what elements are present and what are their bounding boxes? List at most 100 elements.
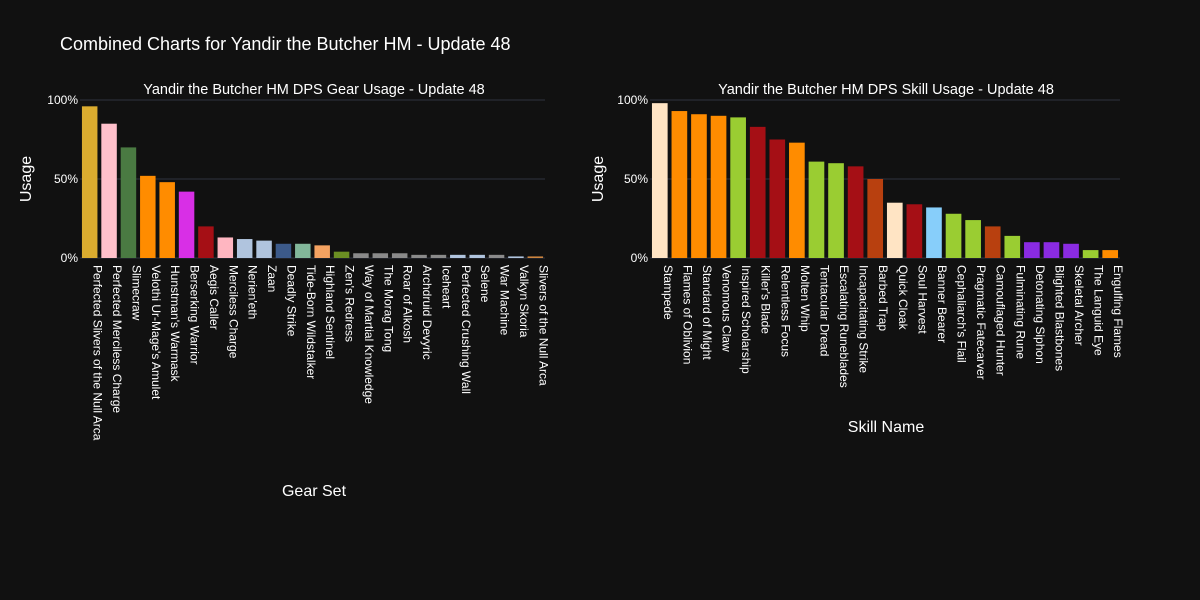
gear-x-tick-label: Roar of Alkosh (401, 265, 415, 343)
gear-x-tick-label: Nerien'eth (246, 265, 260, 319)
gear-bar[interactable] (81, 106, 98, 258)
skill-bar[interactable] (945, 213, 962, 258)
main-title: Combined Charts for Yandir the Butcher H… (60, 34, 511, 54)
gear-bar[interactable] (314, 245, 330, 258)
skill-x-tick-label: Venomous Claw (720, 265, 734, 352)
gear-x-tick-label: Merciless Charge (226, 265, 240, 359)
gear-x-tick-label: Archdruid Devyric (420, 265, 434, 360)
skill-x-tick-label: The Languid Eye (1092, 265, 1106, 356)
gear-x-tick-label: Berserking Warrior (188, 265, 202, 365)
gear-bar[interactable] (508, 256, 524, 258)
gear-x-tick-label: Way of Martial Knowledge (362, 265, 376, 404)
skill-x-tick-label: Incapacitating Strike (857, 265, 871, 373)
skill-bar[interactable] (906, 204, 923, 258)
gear-bar[interactable] (275, 243, 292, 258)
skill-y-axis-title: Usage (590, 156, 607, 202)
skill-x-tick-label: Soul Harvest (915, 265, 929, 334)
skill-bar[interactable] (671, 111, 688, 258)
skill-x-tick-label: Molten Whip (798, 265, 812, 332)
skill-bar[interactable] (1024, 242, 1040, 258)
skill-bar[interactable] (808, 161, 825, 258)
skill-bar[interactable] (769, 139, 786, 259)
skill-bar[interactable] (1004, 235, 1021, 258)
skill-bar[interactable] (867, 179, 884, 258)
skill-x-tick-label: Escalating Runeblades (837, 265, 851, 388)
gear-x-tick-label: Hunstman's Warmask (168, 265, 182, 383)
gear-bar[interactable] (469, 254, 485, 258)
skill-bar[interactable] (651, 103, 668, 258)
skill-bar[interactable] (828, 163, 844, 258)
gear-bar[interactable] (256, 240, 272, 258)
gear-x-axis-title: Gear Set (282, 483, 347, 500)
skill-x-tick-label: Detonating Siphon (1033, 265, 1047, 364)
gear-y-axis-title: Usage (18, 156, 35, 202)
skill-y-tick-label: 0% (631, 251, 649, 265)
skill-x-tick-label: Banner Bearer (935, 265, 949, 343)
skill-x-axis-title: Skill Name (848, 419, 925, 436)
gear-bar[interactable] (101, 123, 117, 258)
skill-x-tick-label: Tentacular Dread (817, 265, 831, 356)
skill-bar[interactable] (847, 166, 864, 258)
skill-x-tick-label: Quick Cloak (896, 265, 910, 331)
skill-bar[interactable] (926, 207, 942, 258)
gear-bar[interactable] (527, 256, 544, 258)
skill-x-tick-label: Inspired Scholarship (739, 265, 753, 374)
gear-bar[interactable] (217, 237, 234, 258)
skill-x-tick-label: Relentless Focus (778, 265, 792, 357)
skill-bar[interactable] (749, 126, 766, 258)
skill-x-tick-label: Killer's Blade (759, 265, 773, 334)
gear-bar[interactable] (391, 253, 408, 258)
gear-bar[interactable] (333, 251, 350, 258)
skill-bar[interactable] (886, 202, 903, 258)
gear-bar[interactable] (430, 254, 447, 258)
skill-x-tick-label: Flames of Oblivion (680, 265, 694, 364)
skill-x-tick-label: Cephaliarch's Flail (955, 265, 969, 363)
gear-x-tick-label: The Morag Tong (381, 265, 395, 352)
gear-bar[interactable] (411, 254, 427, 258)
skill-bar[interactable] (1082, 250, 1099, 258)
gear-bar[interactable] (295, 243, 311, 258)
skill-x-tick-label: Fulminating Rune (1013, 265, 1027, 359)
gear-x-tick-label: Selene (478, 265, 492, 303)
skill-bar[interactable] (1102, 250, 1119, 258)
skill-usage-chart: Yandir the Butcher HM DPS Skill Usage - … (590, 82, 1125, 436)
skill-bar[interactable] (965, 220, 981, 258)
skill-bar[interactable] (710, 115, 727, 258)
skill-x-tick-label: Blighted Blastbones (1052, 265, 1066, 371)
skill-x-tick-label: Stampede (661, 265, 675, 320)
skill-bar[interactable] (730, 117, 746, 258)
skill-x-tick-label: Engulfing Flames (1111, 265, 1125, 358)
skill-x-tick-label: Standard of Might (700, 265, 714, 360)
skill-bar[interactable] (1043, 242, 1060, 258)
gear-bar[interactable] (372, 253, 389, 258)
skill-x-tick-label: Camouflaged Hunter (994, 265, 1008, 376)
skill-x-tick-label: Skeletal Archer (1072, 265, 1086, 346)
gear-y-tick-label: 100% (47, 93, 78, 107)
skill-bar[interactable] (984, 226, 1001, 258)
gear-bar[interactable] (140, 175, 156, 258)
gear-x-tick-label: Perfected Crushing Wall (459, 265, 473, 394)
gear-x-tick-label: Slivers of the Null Arca (536, 265, 550, 386)
gear-chart-title: Yandir the Butcher HM DPS Gear Usage - U… (143, 82, 484, 98)
gear-bar[interactable] (198, 226, 214, 258)
gear-bar[interactable] (450, 254, 466, 258)
skill-bar[interactable] (691, 114, 707, 258)
gear-bar[interactable] (353, 253, 369, 258)
gear-bar[interactable] (178, 191, 195, 258)
skill-chart-title: Yandir the Butcher HM DPS Skill Usage - … (718, 82, 1054, 98)
gear-bar[interactable] (236, 239, 253, 258)
skill-bar[interactable] (1063, 243, 1079, 258)
gear-x-tick-label: Deadly Strike (284, 265, 298, 337)
gear-bar[interactable] (120, 147, 137, 258)
gear-x-tick-label: Zaan (265, 265, 279, 292)
skill-x-tick-label: Pragmatic Fatecarver (974, 265, 988, 380)
gear-x-tick-label: Perfected Merciless Charge (110, 265, 124, 413)
gear-bar[interactable] (159, 182, 175, 258)
gear-x-tick-label: Iceheart (439, 265, 453, 309)
gear-y-tick-label: 0% (61, 251, 79, 265)
skill-x-tick-label: Barbed Trap (876, 265, 890, 331)
gear-bar[interactable] (488, 254, 505, 258)
skill-bar[interactable] (789, 142, 805, 258)
